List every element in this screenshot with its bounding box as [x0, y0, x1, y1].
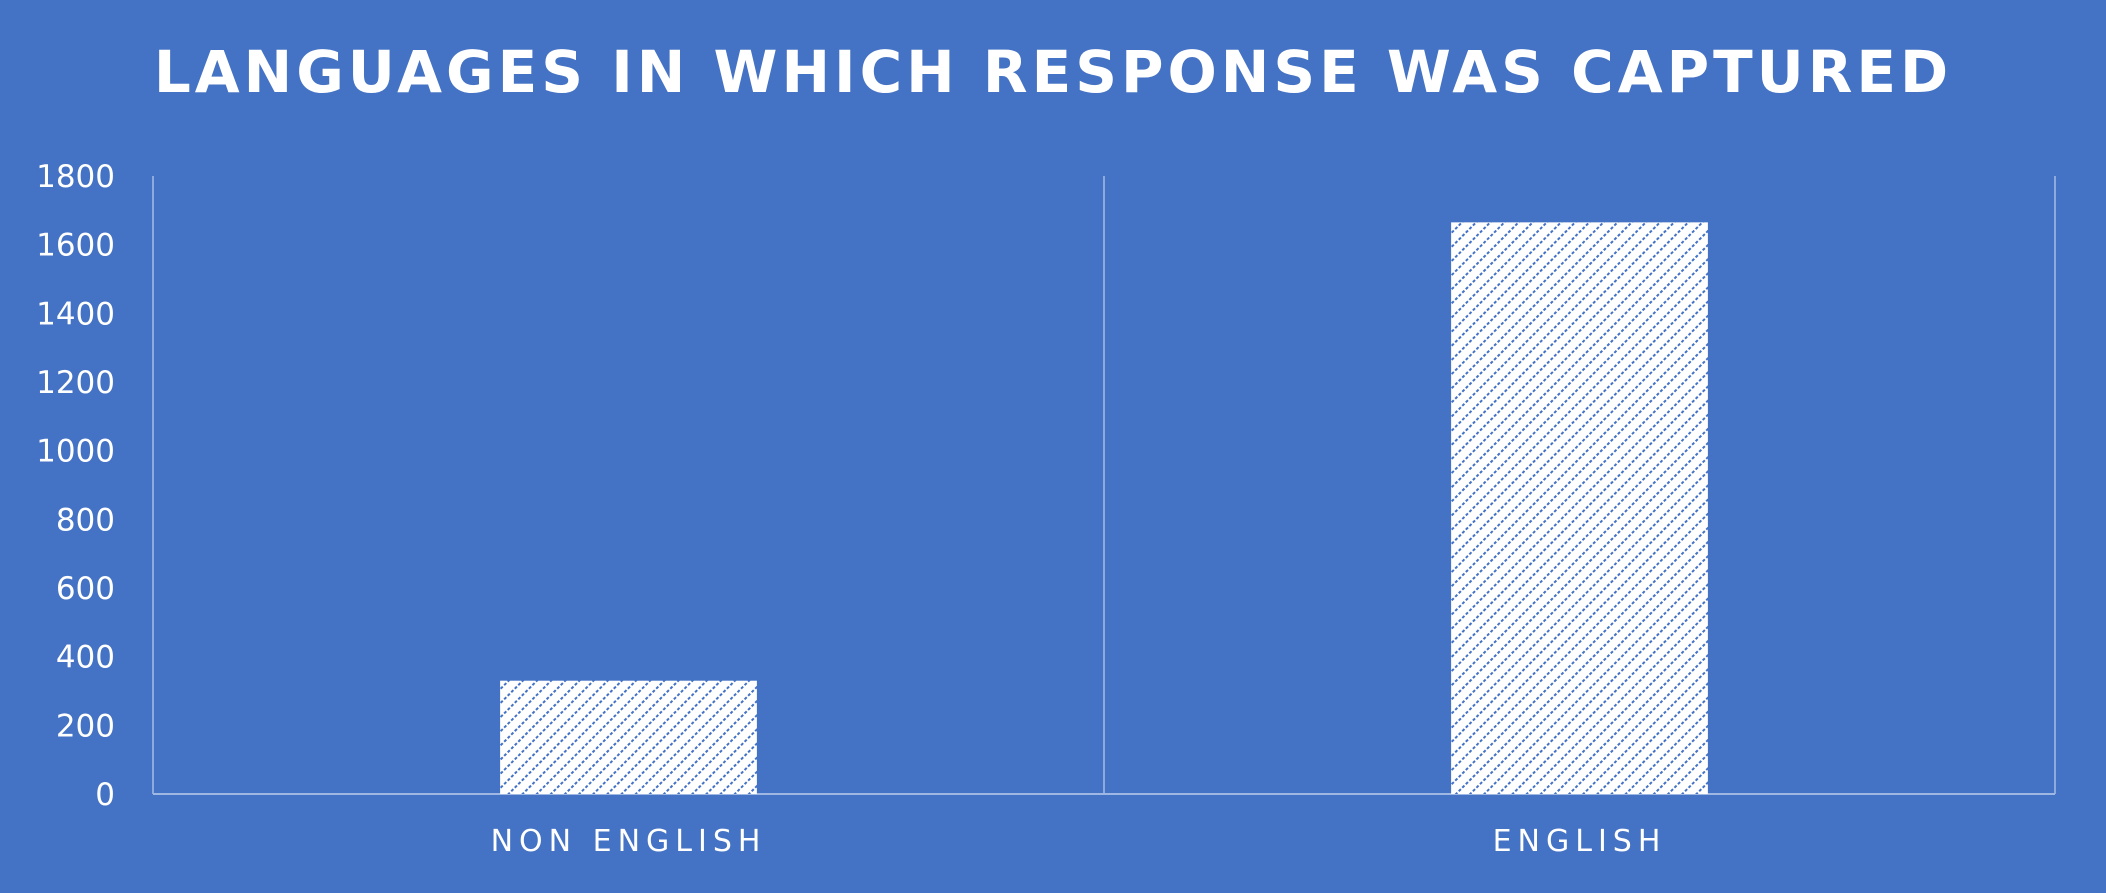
y-tick-label: 600: [56, 571, 115, 607]
y-tick-label: 1400: [36, 296, 115, 332]
y-tick-label: 1000: [36, 434, 115, 470]
y-tick-label: 0: [95, 777, 115, 813]
y-tick-label: 1600: [36, 228, 115, 264]
chart-title: LANGUAGES IN WHICH RESPONSE WAS CAPTURED: [153, 38, 1953, 106]
bar-non-english: [500, 680, 757, 794]
y-tick-label: 1200: [36, 365, 115, 401]
y-tick-label: 400: [56, 640, 115, 676]
y-tick-label: 800: [56, 502, 115, 538]
y-tick-label: 1800: [36, 159, 115, 195]
x-tick-label: NON ENGLISH: [491, 824, 767, 859]
y-tick-label: 200: [56, 708, 115, 744]
bar-english: [1451, 222, 1708, 795]
x-tick-label: ENGLISH: [1493, 824, 1667, 859]
